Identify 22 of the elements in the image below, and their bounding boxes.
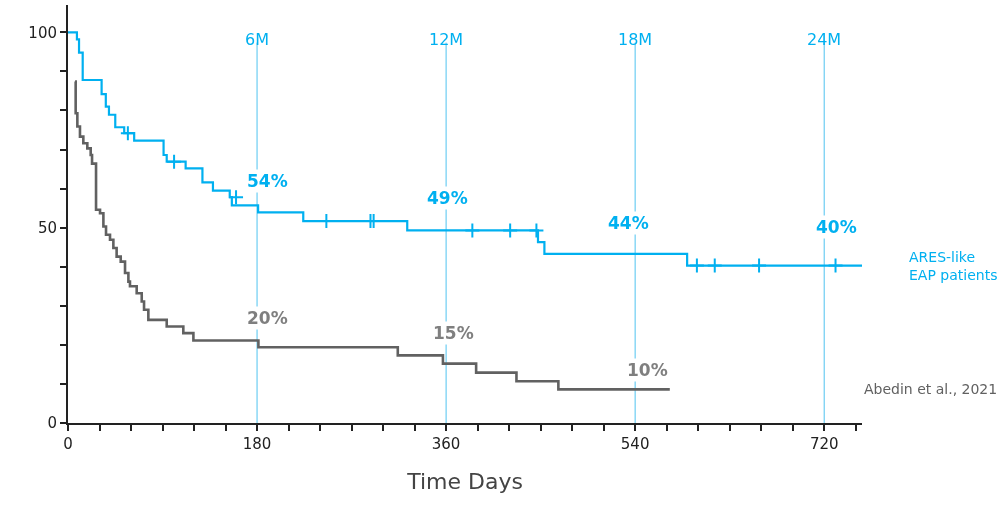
- x-tick-label: 720: [809, 435, 839, 453]
- annotation: 54%: [247, 171, 288, 191]
- x-tick-label: 180: [242, 435, 272, 453]
- annotation: 40%: [816, 217, 857, 237]
- annotation: 15%: [433, 323, 474, 343]
- ref-line-label: 12M: [429, 30, 464, 49]
- x-tick-label: 0: [63, 435, 73, 453]
- text: ARES-like EAP patients: [909, 249, 998, 284]
- y-tick-label: 100: [28, 23, 57, 42]
- y-tick-label: 0: [47, 414, 57, 433]
- ref-line-label: 6M: [245, 30, 269, 49]
- y-tick-label: 50: [37, 218, 57, 237]
- x-tick-label: 540: [620, 435, 650, 453]
- annotation: 10%: [627, 360, 668, 380]
- x-axis-title: Time Days: [406, 469, 523, 495]
- x-tick-label: 360: [431, 435, 461, 453]
- annotation: 20%: [247, 308, 288, 328]
- annotation: 44%: [608, 213, 649, 233]
- ref-line-label: 24M: [807, 30, 842, 49]
- ref-line-label: 18M: [618, 30, 653, 49]
- text: Abedin et al., 2021: [864, 381, 998, 397]
- annotation: 49%: [427, 188, 468, 208]
